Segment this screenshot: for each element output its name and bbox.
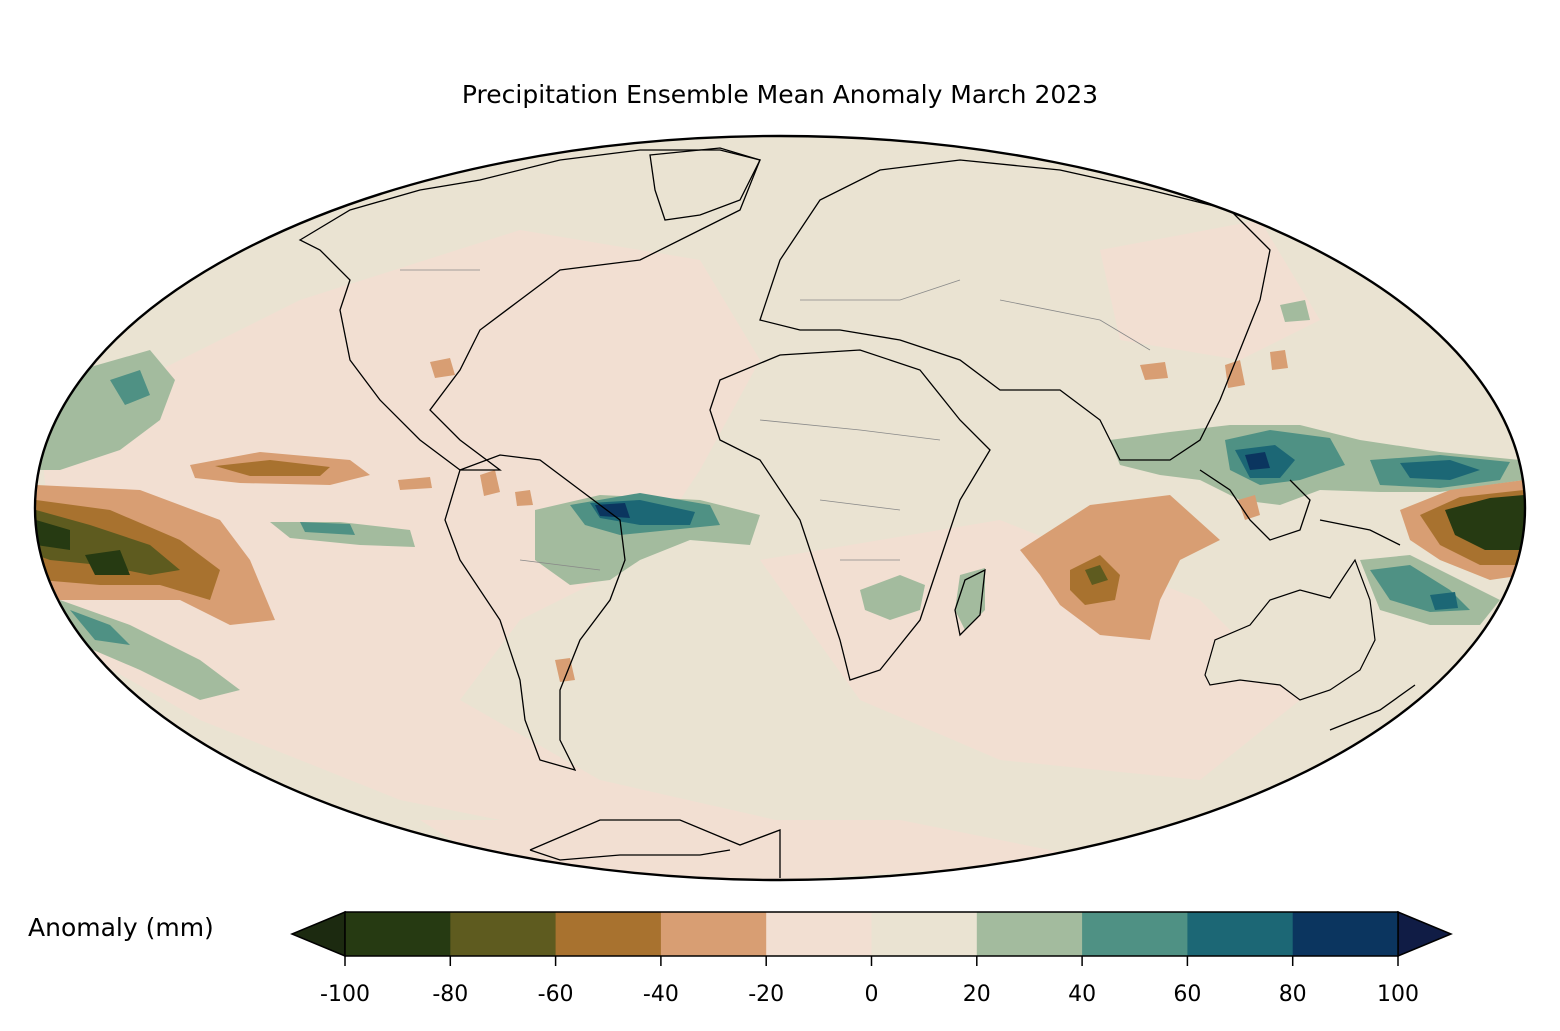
colorbar-tick-label: 100 [1377, 982, 1419, 1007]
colorbar-segment [1292, 912, 1399, 956]
colorbar-segment [976, 912, 1083, 956]
colorbar-tick-label: -20 [748, 982, 785, 1007]
anomaly-region [85, 550, 130, 575]
anomaly-region [110, 370, 150, 405]
anomaly-region [300, 522, 355, 535]
colorbar-tick-label: 20 [962, 982, 991, 1007]
land-australia [1204, 558, 1376, 701]
anomaly-region [1280, 300, 1310, 322]
anomaly-region [215, 460, 330, 476]
colorbar-label: Anomaly (mm) [28, 913, 214, 942]
anomaly-region [70, 610, 130, 645]
colorbar-tick-label: -60 [537, 982, 574, 1007]
colorbar-tick-label: -100 [320, 982, 370, 1007]
anomaly-region [860, 575, 925, 620]
anomaly-region [430, 358, 455, 378]
globe-outline [33, 134, 1527, 882]
anomaly-region [1085, 565, 1108, 585]
colorbar-segment [1187, 912, 1294, 956]
anomaly-region [1245, 452, 1270, 470]
anomaly-region [595, 503, 630, 518]
anomaly-region [1445, 495, 1524, 550]
anomaly-region [420, 820, 1100, 880]
anomaly-region [40, 230, 820, 860]
colorbar-tick-label: 60 [1173, 982, 1202, 1007]
colorbar-segment [345, 912, 451, 956]
colorbar-tick-labels: -100 -80 -60 -40 -20 0 20 40 60 80 100 [0, 982, 1560, 1014]
anomaly-region [1238, 495, 1260, 520]
anomaly-region [1400, 460, 1480, 480]
colorbar [290, 910, 1453, 966]
colorbar-segment [450, 912, 557, 956]
anomaly-region [480, 470, 500, 496]
colorbar-tick-label: -40 [642, 982, 679, 1007]
colorbar-tick-label: -80 [432, 982, 469, 1007]
map-title: Precipitation Ensemble Mean Anomaly Marc… [461, 80, 1099, 109]
anomaly-region [1140, 362, 1168, 380]
colorbar-segment [871, 912, 978, 956]
anomaly-region [1100, 220, 1320, 360]
colorbar-tick-label: 40 [1068, 982, 1097, 1007]
anomaly-region [36, 510, 180, 575]
anomaly-region [1225, 360, 1245, 388]
colorbar-under-triangle [290, 910, 346, 958]
country-borders [400, 269, 1151, 571]
colorbar-tick-label: 0 [864, 982, 879, 1007]
colorbar-segment [660, 912, 767, 956]
anomaly-region [1430, 592, 1458, 610]
anomaly-region [36, 520, 70, 550]
colorbar-segment [1082, 912, 1188, 956]
anomaly-region [1270, 350, 1288, 370]
anomaly-field [36, 147, 1524, 880]
colorbar-tick-label: 80 [1278, 982, 1307, 1007]
colorbar-segment [766, 912, 872, 956]
anomaly-region [515, 490, 533, 506]
anomaly-region [398, 477, 432, 490]
anomaly-region [955, 568, 985, 630]
coastlines [298, 147, 1416, 878]
colorbar-segment [555, 912, 662, 956]
anomaly-region [1020, 495, 1220, 640]
colorbar-over-triangle [1397, 910, 1453, 958]
